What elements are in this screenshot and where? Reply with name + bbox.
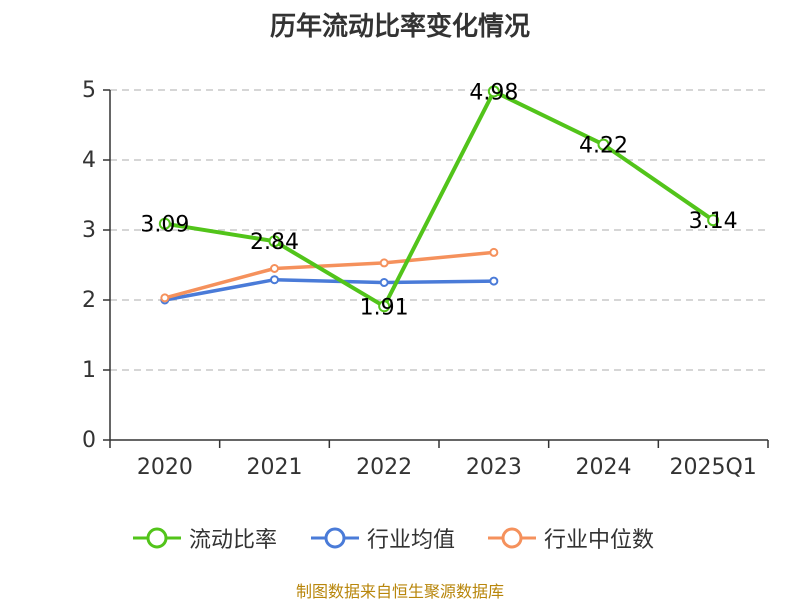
legend-item-current-ratio[interactable]: 流动比率 [133, 520, 277, 556]
series-line-2 [164, 250, 495, 300]
series-2-point-2023 [489, 247, 499, 257]
series-2-point-2020 [160, 293, 170, 303]
series-1-point-2022 [379, 278, 389, 287]
series-0-point-2022 [378, 300, 391, 313]
legend-label-current-ratio: 流动比率 [189, 528, 278, 553]
source-footer: 制图数据来自恒生聚源数据库 [295, 582, 504, 601]
legend-swatch-industry-median [488, 527, 536, 549]
chart-title: 历年流动比率变化情况 [269, 12, 530, 42]
y-tick-label-5: 5 [82, 78, 96, 103]
legend-swatch-current-ratio [133, 527, 181, 549]
y-tick-label-2: 2 [82, 288, 96, 313]
series-line-0 [164, 89, 715, 309]
y-tick-label-3: 3 [82, 218, 96, 243]
x-tick-label-2020: 2020 [137, 455, 193, 480]
data-label-2024: 4.22 [579, 134, 628, 159]
series-2-point-2022 [379, 258, 389, 268]
legend-label-industry-mean: 行业均值 [367, 528, 456, 553]
legend-label-industry-median: 行业中位数 [544, 528, 655, 553]
x-tick-label-2022: 2022 [356, 455, 412, 480]
x-tick-label-2024: 2024 [576, 455, 632, 480]
data-label-2020: 3.09 [140, 213, 189, 238]
series-1-point-2021 [270, 275, 279, 285]
data-label-2025Q1: 3.14 [689, 209, 738, 234]
x-tick-label-2025Q1: 2025Q1 [670, 455, 757, 480]
legend: 流动比率 行业均值 行业中位数 [0, 520, 800, 556]
y-tick-label-4: 4 [82, 148, 96, 173]
legend-swatch-industry-mean [311, 527, 359, 549]
data-label-2022: 1.91 [360, 295, 409, 320]
data-label-2021: 2.84 [250, 230, 299, 255]
data-label-2023: 4.98 [469, 80, 518, 105]
x-tick-label-2023: 2023 [466, 455, 522, 480]
series-1-point-2023 [489, 276, 499, 286]
series-0-point-2021 [268, 235, 281, 248]
legend-item-industry-median[interactable]: 行业中位数 [488, 520, 654, 556]
series-0-point-2024 [597, 138, 610, 151]
series-0-point-2023 [487, 85, 500, 98]
y-tick-label-1: 1 [82, 358, 96, 383]
series-line-1 [164, 277, 494, 302]
series-2-point-2021 [270, 264, 279, 273]
y-tick-label-0: 0 [82, 428, 96, 453]
series-0-point-2025Q1 [707, 214, 720, 227]
legend-item-industry-mean[interactable]: 行业均值 [311, 520, 455, 556]
x-tick-label-2021: 2021 [247, 455, 303, 480]
series-0-point-2020 [158, 217, 171, 230]
